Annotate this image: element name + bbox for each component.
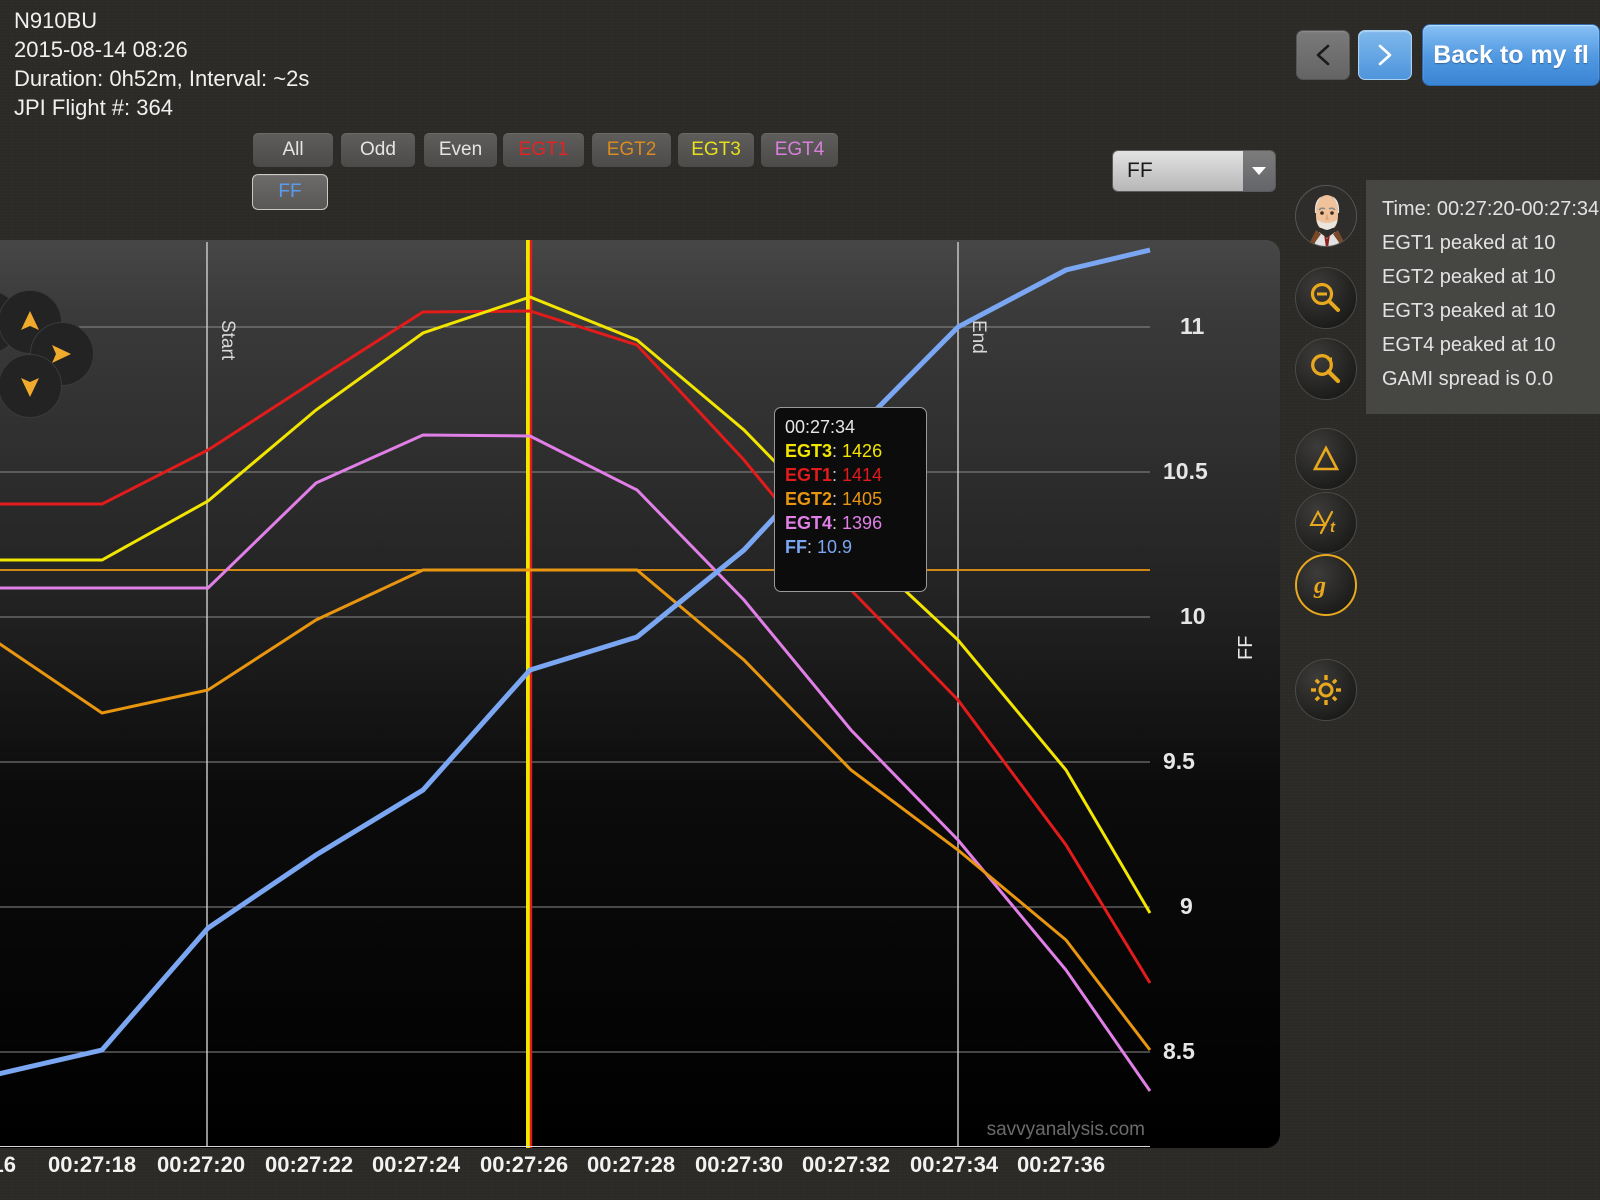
svg-text:t: t: [1330, 519, 1336, 536]
svg-text:g: g: [1313, 573, 1326, 599]
